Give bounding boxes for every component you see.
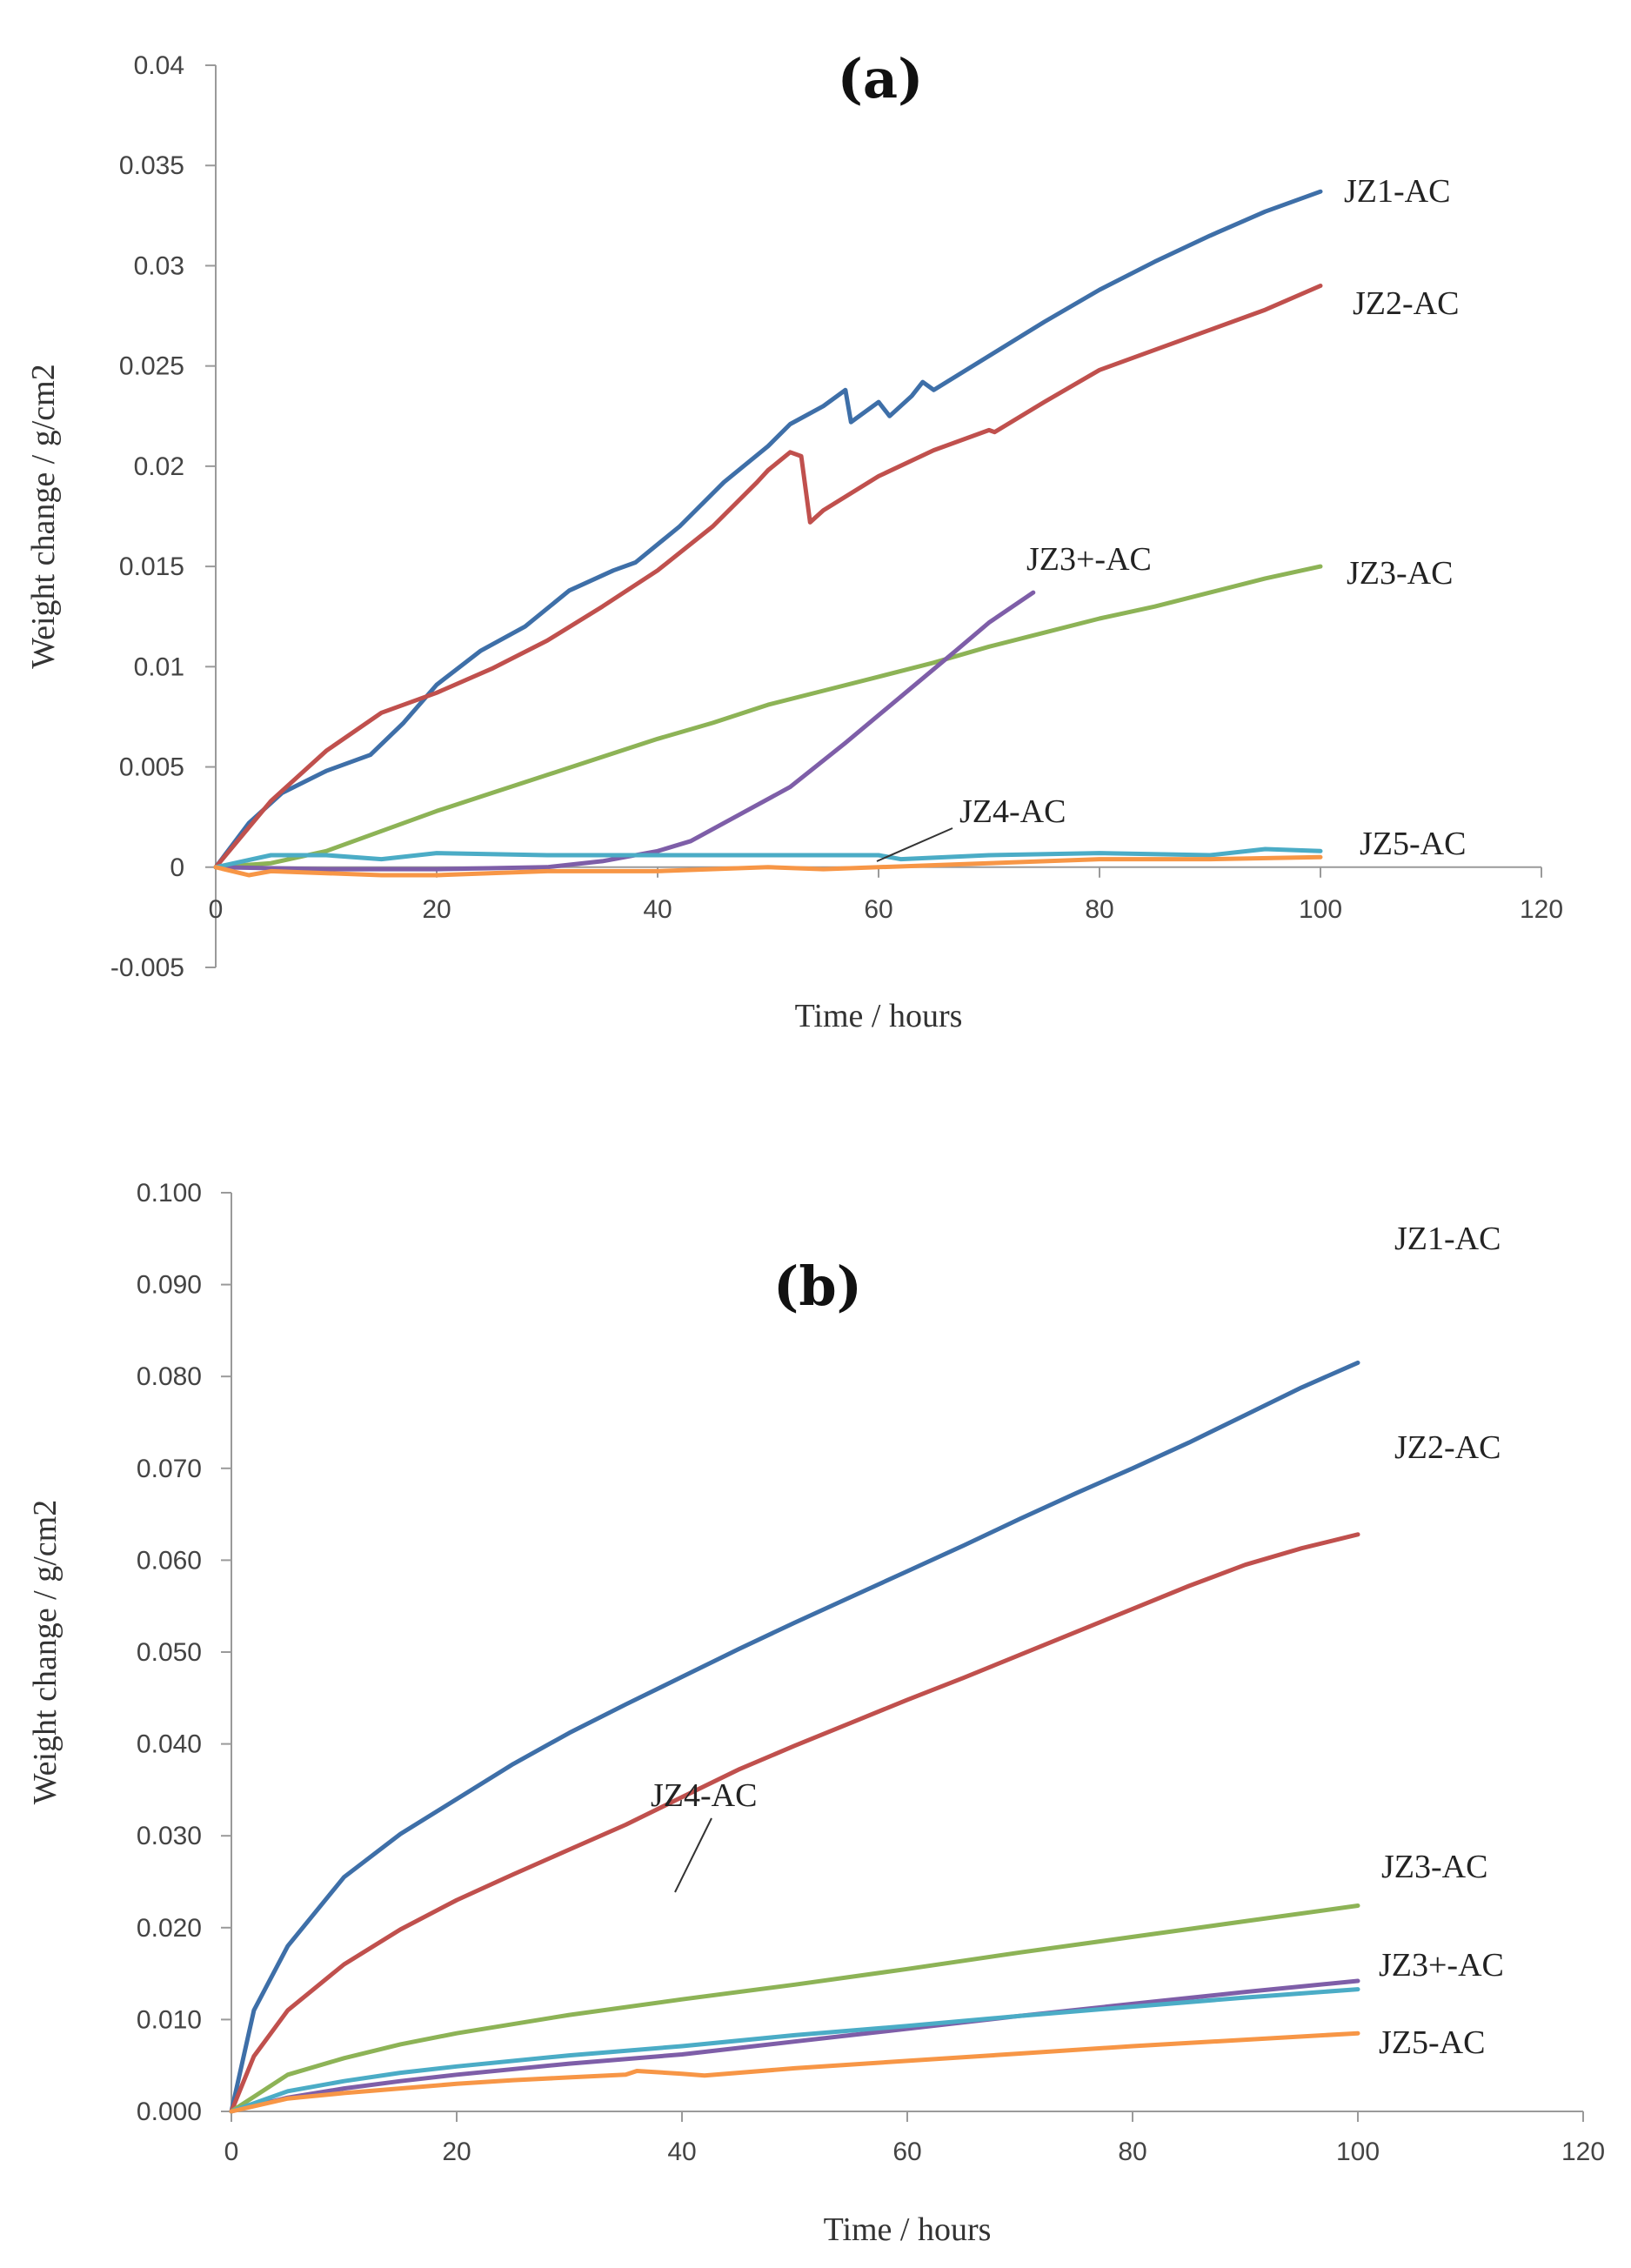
x-tick-label: 120: [1520, 895, 1563, 924]
y-axis-title: Weight change / g/cm2: [25, 364, 62, 668]
series-jz4-ac: [229, 1987, 1360, 2114]
series-jz5-ac: [213, 854, 1323, 878]
series-label-jz2-ac: JZ2-AC: [1394, 1429, 1501, 1466]
series-line-jz3plus-ac: [213, 590, 1036, 872]
chart-panel-b: 0.000 0.010 0.020 0.030 0.040 0.050 0.060 0.070…: [27, 1179, 1605, 2248]
x-axis-title: Time / hours: [795, 998, 963, 1034]
y-tick-label: -0.005: [110, 953, 184, 982]
annotation-leader-jz4-ac: [674, 1817, 712, 1893]
y-tick-label: 0.050: [137, 1638, 202, 1667]
series-line-jz2-ac: [229, 1532, 1360, 2114]
series-label-jz3-ac: JZ3-AC: [1347, 555, 1453, 592]
annotation-leader-jz4-ac: [876, 827, 953, 862]
y-tick-label: 0.04: [134, 51, 184, 80]
y-tick-label: 0.035: [119, 151, 184, 180]
x-tick-label: 60: [892, 2138, 921, 2166]
y-tick-label: 0.100: [137, 1179, 202, 1208]
y-tick-label: 0.03: [134, 251, 184, 280]
series-line-jz1-ac: [229, 1360, 1360, 2114]
y-tick-label: 0.030: [137, 1822, 202, 1850]
series-line-jz3-ac: [213, 564, 1323, 870]
series-label-jz4-ac: JZ4-AC: [959, 793, 1066, 830]
chart-panel-a: -0.005 0 0.005 0.01 0.015 0.02 0.025 0.03 0.035 0…: [25, 47, 1563, 1034]
y-tick-label: 0.01: [134, 652, 184, 681]
x-tick-label: 20: [422, 895, 451, 924]
series-jz5-ac: [229, 2030, 1360, 2114]
y-tick-label: 0.060: [137, 1546, 202, 1575]
y-tick-label: 0.025: [119, 352, 184, 381]
series-label-jz5-ac: JZ5-AC: [1360, 826, 1466, 862]
x-tick-label: 100: [1336, 2138, 1380, 2166]
x-tick-label: 80: [1085, 895, 1113, 924]
y-axis-title: Weight change / g/cm2: [27, 1500, 64, 1804]
series-label-jz1-ac: JZ1-AC: [1394, 1221, 1501, 1257]
series-jz1-ac: [213, 189, 1323, 870]
y-tick-label: 0.040: [137, 1730, 202, 1759]
y-tick-label: 0.070: [137, 1455, 202, 1483]
x-tick-label: 0: [209, 895, 224, 924]
x-tick-label: 0: [224, 2138, 239, 2166]
series-jz3-ac: [229, 1903, 1360, 2114]
series-line-jz1-ac: [213, 189, 1323, 870]
series-jz1-ac: [229, 1360, 1360, 2114]
series-jz2-ac: [213, 284, 1323, 870]
y-tick-label: 0.015: [119, 552, 184, 581]
series-line-jz3-ac: [229, 1903, 1360, 2114]
y-tick-label: 0.020: [137, 1914, 202, 1943]
y-tick-label: 0: [170, 853, 184, 882]
y-tick-label: 0.000: [137, 2097, 202, 2126]
x-tick-label: 40: [643, 895, 672, 924]
series-line-jz5-ac: [229, 2030, 1360, 2114]
panel-title: (b): [773, 1254, 862, 1318]
series-jz3plus-ac: [229, 1978, 1360, 2114]
x-tick-label: 40: [667, 2138, 696, 2166]
series-jz3-ac: [213, 564, 1323, 870]
series-line-jz3plus-ac: [229, 1978, 1360, 2114]
series-label-jz3plus-ac: JZ3+-AC: [1026, 541, 1152, 578]
series-label-jz4-ac: JZ4-AC: [651, 1777, 757, 1814]
y-tick-label: 0.02: [134, 452, 184, 481]
y-tick-label: 0.080: [137, 1362, 202, 1391]
panel-title: (a): [838, 47, 924, 110]
series-jz4-ac: [213, 846, 1323, 870]
series-line-jz5-ac: [213, 854, 1323, 878]
y-tick-label: 0.005: [119, 753, 184, 782]
series-line-jz4-ac: [229, 1987, 1360, 2114]
series-line-jz2-ac: [213, 284, 1323, 870]
series-jz3plus-ac: [213, 590, 1036, 872]
y-tick-label: 0.010: [137, 2005, 202, 2034]
x-tick-label: 80: [1118, 2138, 1146, 2166]
x-tick-label: 120: [1561, 2138, 1605, 2166]
x-tick-label: 60: [864, 895, 892, 924]
series-label-jz5-ac: JZ5-AC: [1379, 2024, 1485, 2061]
series-label-jz2-ac: JZ2-AC: [1353, 285, 1459, 322]
series-label-jz1-ac: JZ1-AC: [1344, 173, 1450, 210]
x-tick-label: 100: [1299, 895, 1342, 924]
x-tick-label: 20: [442, 2138, 471, 2166]
series-line-jz4-ac: [213, 846, 1323, 870]
y-tick-label: 0.090: [137, 1271, 202, 1300]
x-axis-title: Time / hours: [824, 2211, 992, 2248]
series-label-jz3plus-ac: JZ3+-AC: [1379, 1947, 1504, 1984]
series-jz2-ac: [229, 1532, 1360, 2114]
series-label-jz3-ac: JZ3-AC: [1381, 1849, 1487, 1885]
